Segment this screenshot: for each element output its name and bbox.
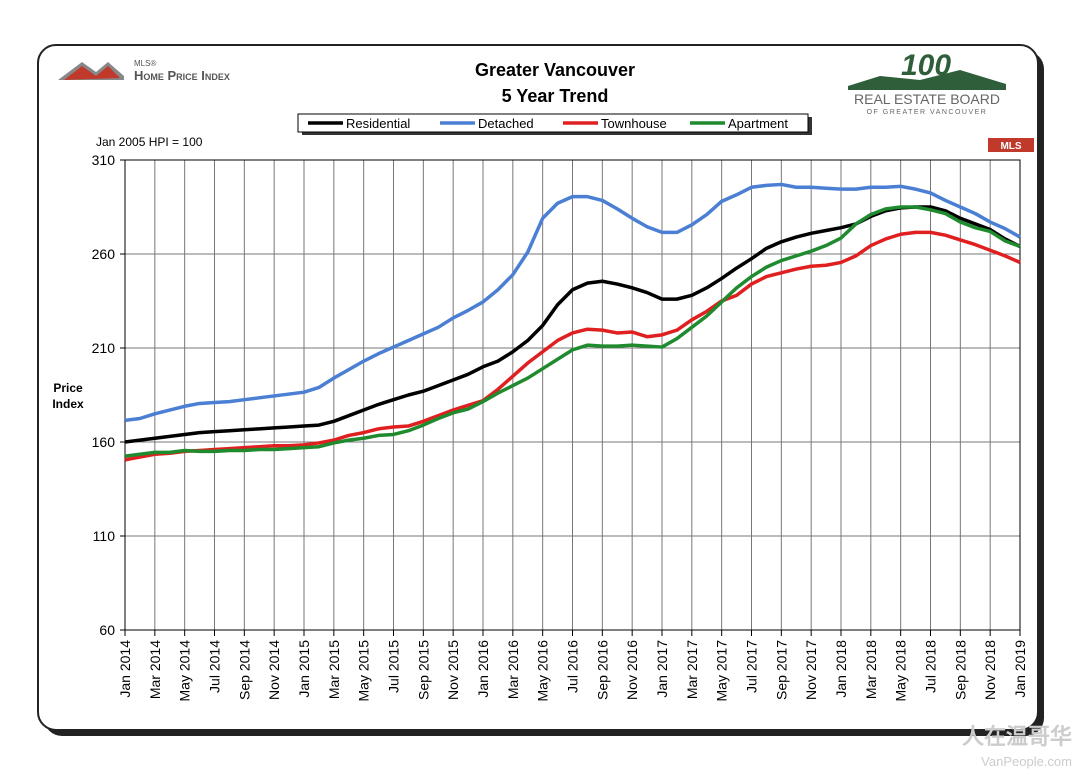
- x-tick-label: Nov 2018: [982, 640, 998, 700]
- note: Jan 2005 HPI = 100: [96, 135, 203, 149]
- plot-border: [124, 159, 1021, 631]
- watermark-cn: 人在温哥华: [962, 724, 1072, 749]
- x-tick-label: Jul 2017: [744, 640, 760, 693]
- chart-subtitle: 5 Year Trend: [502, 86, 609, 106]
- y-tick-label: 310: [92, 152, 116, 168]
- board-sub: OF GREATER VANCOUVER: [867, 109, 988, 116]
- y-tick-label: 210: [92, 340, 116, 356]
- x-tick-label: Sep 2017: [773, 640, 789, 700]
- x-tick-label: Mar 2017: [684, 640, 700, 699]
- x-tick-label: Jan 2015: [296, 640, 312, 698]
- x-tick-label: Sep 2015: [415, 640, 431, 700]
- legend-label: Townhouse: [601, 116, 667, 131]
- series-line: [124, 230, 1021, 462]
- x-tick-label: Jul 2018: [923, 640, 939, 693]
- x-tick-label: Nov 2014: [266, 640, 282, 700]
- x-tick-label: Nov 2016: [624, 640, 640, 700]
- x-tick-label: Mar 2018: [863, 640, 879, 699]
- x-tick-label: Sep 2018: [952, 640, 968, 700]
- legend-label: Apartment: [728, 116, 788, 131]
- x-tick-label: Nov 2017: [803, 640, 819, 700]
- legend-box: [297, 113, 809, 133]
- x-tick-label: May 2014: [177, 640, 193, 702]
- x-tick-label: Nov 2015: [445, 640, 461, 700]
- x-tick-label: Jan 2018: [833, 640, 849, 698]
- legend-label: Residential: [346, 116, 410, 131]
- x-tick-label: Sep 2014: [236, 640, 252, 700]
- x-tick-label: Jul 2014: [207, 640, 223, 693]
- series-line: [124, 205, 1021, 458]
- mls-logo-roof-inner: [64, 66, 120, 80]
- x-tick-label: Jan 2019: [1012, 640, 1028, 698]
- x-tick-label: May 2016: [535, 640, 551, 702]
- mls-badge: MLS: [1000, 141, 1021, 152]
- y-axis-label: Price Index: [52, 381, 84, 411]
- x-tick-label: Mar 2015: [326, 640, 342, 699]
- x-tick-label: Jul 2016: [565, 640, 581, 693]
- series-line: [124, 182, 1021, 423]
- mls-small: MLS®: [134, 59, 156, 68]
- y-tick-label: 160: [92, 434, 116, 450]
- x-tick-label: May 2018: [893, 640, 909, 702]
- chart-title: Greater Vancouver: [475, 60, 635, 80]
- x-tick-label: Mar 2016: [505, 640, 521, 699]
- legend-label: Detached: [478, 116, 534, 131]
- x-tick-label: Mar 2014: [147, 640, 163, 699]
- board-skyline: [848, 70, 1006, 90]
- x-tick-label: Jan 2017: [654, 640, 670, 698]
- x-tick-label: Jan 2014: [117, 640, 133, 698]
- watermark-site: VanPeople.com: [981, 754, 1072, 769]
- y-tick-label: 110: [93, 528, 116, 544]
- x-tick-label: Sep 2016: [594, 640, 610, 700]
- board-name: REAL ESTATE BOARD: [854, 91, 1000, 107]
- x-tick-label: May 2015: [356, 640, 372, 702]
- mls-name: Home Price Index: [134, 68, 230, 83]
- x-tick-label: May 2017: [714, 640, 730, 702]
- y-tick-label: 60: [99, 622, 115, 638]
- x-tick-label: Jan 2016: [475, 640, 491, 698]
- mls-badge-bg: [988, 138, 1034, 152]
- y-tick-label: 260: [92, 246, 116, 262]
- x-tick-label: Jul 2015: [386, 640, 402, 693]
